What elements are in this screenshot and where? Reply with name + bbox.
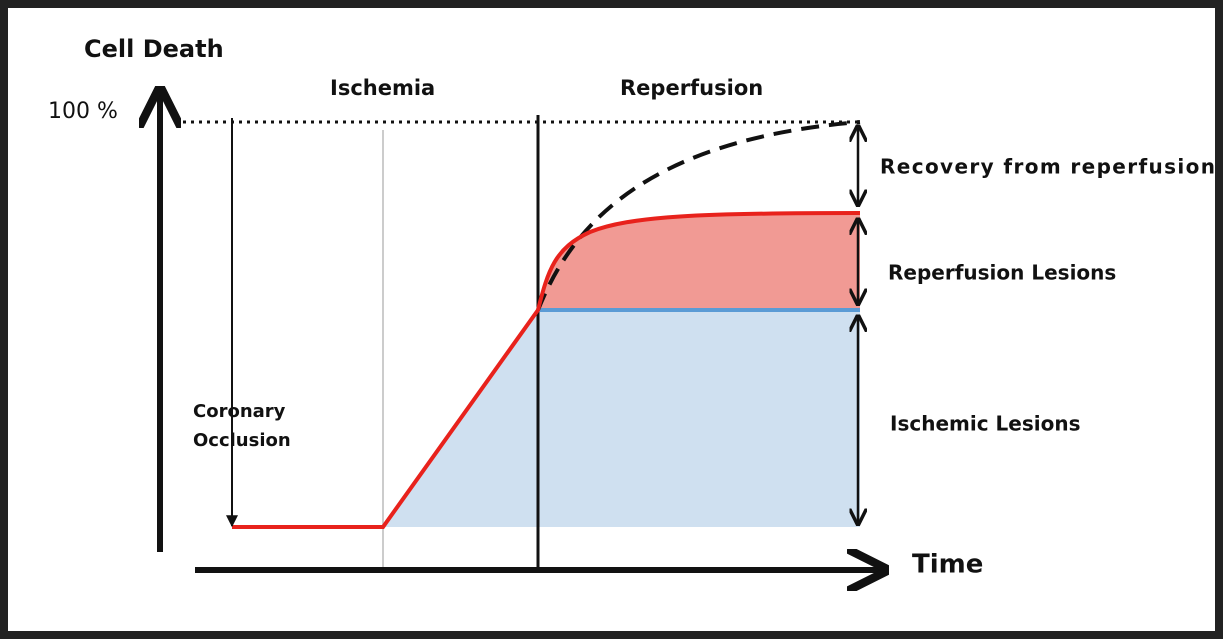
dashed-curve [536,120,861,311]
phase-label: Reperfusion [620,76,763,100]
annotation: Recovery from reperfusion [880,155,1215,179]
x-axis-label: Time [912,550,983,580]
event-label: Occlusion [193,430,291,451]
red-curve [232,211,861,529]
y-axis-label: Cell Death [84,35,224,63]
ischemic-area [383,310,860,527]
annotation: Ischemic Lesions [890,412,1080,436]
annotation: Reperfusion Lesions [888,261,1116,285]
phase-label: Ischemia [330,76,435,100]
reperfusion-area [538,213,860,310]
y-max-label: 100 % [48,99,118,124]
event-label: Coronary [193,401,286,422]
